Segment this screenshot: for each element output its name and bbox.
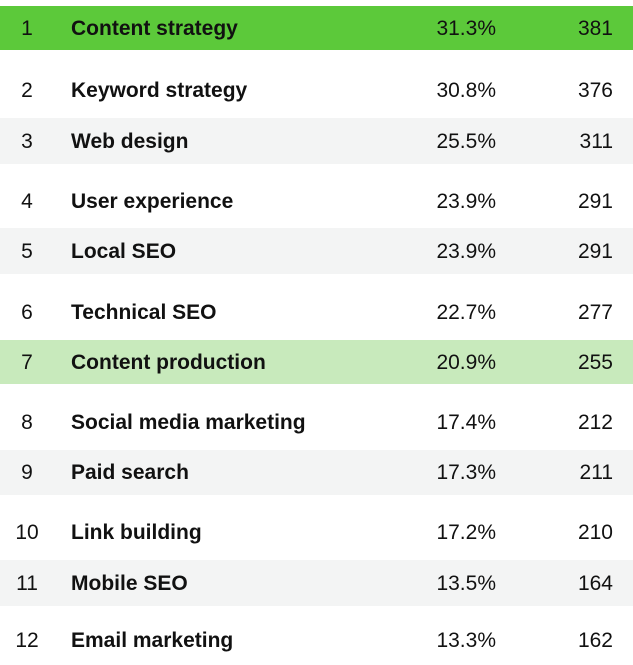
- rank-cell: 4: [21, 189, 33, 213]
- table-row: 12 Email marketing 13.3% 162: [0, 615, 633, 665]
- table-row: 5 Local SEO 23.9% 291: [0, 228, 633, 274]
- name-cell: Keyword strategy: [71, 78, 248, 102]
- table-row: 1 Content strategy 31.3% 381: [0, 6, 633, 50]
- rank-cell: 8: [21, 411, 33, 434]
- percent-cell: 23.9%: [436, 189, 496, 213]
- count-cell: 164: [577, 571, 613, 595]
- table-row: 6 Technical SEO 22.7% 277: [0, 284, 633, 340]
- name-cell: Mobile SEO: [71, 571, 188, 595]
- rank-cell: 10: [15, 521, 39, 544]
- count-cell: 381: [577, 16, 613, 40]
- count-cell: 311: [579, 129, 613, 153]
- name-cell: Social media marketing: [71, 411, 306, 434]
- name-cell: Email marketing: [71, 628, 234, 652]
- name-cell: Paid search: [71, 461, 189, 484]
- count-cell: 162: [577, 628, 613, 652]
- rank-cell: 9: [21, 461, 33, 484]
- name-cell: Web design: [71, 129, 189, 153]
- rank-cell: 12: [15, 628, 39, 652]
- table-row: 8 Social media marketing 17.4% 212: [0, 395, 633, 450]
- count-cell: 255: [577, 350, 613, 374]
- rank-cell: 7: [21, 350, 33, 374]
- count-cell: 211: [579, 461, 613, 484]
- percent-cell: 31.3%: [436, 16, 496, 40]
- percent-cell: 17.2%: [436, 521, 496, 544]
- percent-cell: 22.7%: [436, 300, 496, 324]
- rank-cell: 1: [21, 16, 33, 40]
- name-cell: User experience: [71, 189, 234, 213]
- percent-cell: 13.3%: [436, 628, 496, 652]
- percent-cell: 25.5%: [436, 129, 496, 153]
- percent-cell: 30.8%: [436, 78, 496, 102]
- count-cell: 291: [577, 189, 613, 213]
- table-row: 7 Content production 20.9% 255: [0, 340, 633, 384]
- table-row: 10 Link building 17.2% 210: [0, 505, 633, 560]
- count-cell: 212: [577, 411, 613, 434]
- percent-cell: 23.9%: [436, 239, 496, 263]
- table-row: 3 Web design 25.5% 311: [0, 118, 633, 164]
- count-cell: 376: [577, 78, 613, 102]
- name-cell: Technical SEO: [71, 300, 217, 324]
- name-cell: Local SEO: [71, 239, 177, 263]
- rank-cell: 6: [21, 300, 33, 324]
- table-row: 9 Paid search 17.3% 211: [0, 450, 633, 495]
- name-cell: Link building: [71, 521, 202, 544]
- count-cell: 291: [577, 239, 613, 263]
- table-row: 4 User experience 23.9% 291: [0, 174, 633, 228]
- percent-cell: 20.9%: [436, 350, 496, 374]
- table-row: 11 Mobile SEO 13.5% 164: [0, 560, 633, 606]
- count-cell: 210: [577, 521, 613, 544]
- percent-cell: 17.4%: [436, 411, 496, 434]
- name-cell: Content production: [71, 350, 266, 374]
- table-row: 2 Keyword strategy 30.8% 376: [0, 62, 633, 118]
- count-cell: 277: [577, 300, 613, 324]
- percent-cell: 17.3%: [436, 461, 496, 484]
- percent-cell: 13.5%: [436, 571, 496, 595]
- rank-cell: 5: [21, 239, 33, 263]
- rank-cell: 11: [16, 571, 38, 595]
- name-cell: Content strategy: [71, 16, 238, 40]
- rank-cell: 3: [21, 129, 33, 153]
- rank-cell: 2: [21, 78, 33, 102]
